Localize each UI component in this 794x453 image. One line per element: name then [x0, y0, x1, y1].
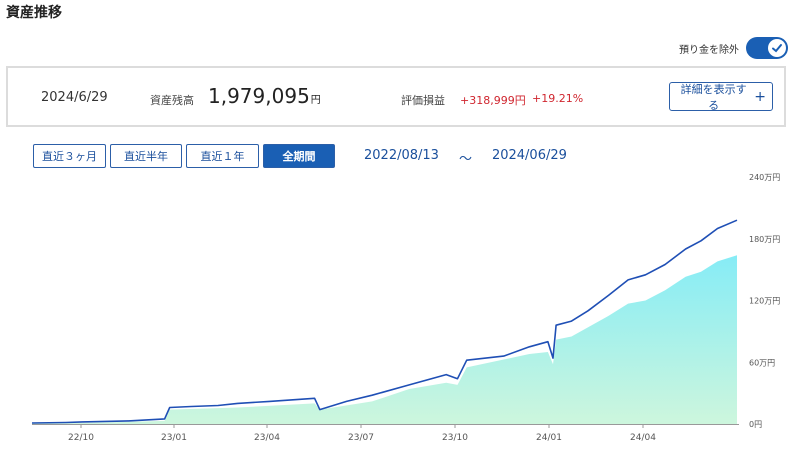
show-details-button[interactable]: 詳細を表示する +: [669, 82, 773, 112]
show-details-label: 詳細を表示する: [680, 82, 747, 112]
x-tick-label: 24/01: [536, 433, 562, 443]
period-all-button[interactable]: 全期間: [263, 144, 335, 168]
y-tick-label: 120万円: [749, 297, 780, 306]
check-icon: [768, 39, 786, 57]
balance-unit: 円: [310, 95, 321, 106]
balance-amount: 1,979,095: [208, 84, 310, 108]
y-tick-label: 240万円: [749, 173, 780, 182]
exclude-deposit-switch[interactable]: [746, 37, 788, 59]
balance-value: 1,979,095円: [208, 84, 321, 108]
x-tick-label: 24/04: [630, 433, 656, 443]
range-start: 2022/08/13: [364, 148, 439, 163]
period-3-months-button[interactable]: 直近３ヶ月: [33, 144, 106, 168]
asset-line: [31, 219, 738, 424]
profit-loss-label: 評価損益: [401, 94, 445, 107]
x-tick-label: 23/07: [348, 433, 374, 443]
range-separator: ～: [458, 152, 472, 167]
exclude-deposit-label: 預り金を除外: [679, 44, 739, 56]
y-tick-label: 0円: [749, 420, 762, 429]
x-tick-label: 22/10: [68, 433, 94, 443]
profit-loss-value: +318,999円: [460, 94, 526, 107]
asset-area: [32, 255, 737, 424]
summary-panel: 2024/6/29 資産残高 1,979,095円 評価損益 +318,999円…: [6, 66, 786, 127]
x-tick-label: 23/01: [161, 433, 187, 443]
period-half-year-button[interactable]: 直近半年: [110, 144, 182, 168]
summary-date: 2024/6/29: [41, 90, 108, 105]
x-tick-label: 23/10: [442, 433, 468, 443]
balance-label: 資産残高: [150, 94, 194, 107]
date-range: 2022/08/13 ～ 2024/06/29: [364, 148, 567, 167]
period-1-year-button[interactable]: 直近１年: [186, 144, 259, 168]
profit-loss-rate: +19.21%: [532, 92, 584, 105]
x-tick-label: 23/04: [254, 433, 280, 443]
asset-chart: 22/10 23/01 23/04 23/07 23/10 24/01 24/04 0円 60万…: [31, 173, 780, 443]
period-selector: 直近３ヶ月 直近半年 直近１年 全期間: [33, 144, 335, 168]
y-tick-label: 60万円: [749, 358, 775, 367]
plus-icon: +: [754, 88, 766, 105]
exclude-deposit-toggle-row: 預り金を除外: [679, 37, 788, 59]
y-tick-label: 180万円: [749, 235, 780, 244]
page-title: 資産推移: [6, 5, 62, 21]
range-end: 2024/06/29: [491, 148, 567, 163]
